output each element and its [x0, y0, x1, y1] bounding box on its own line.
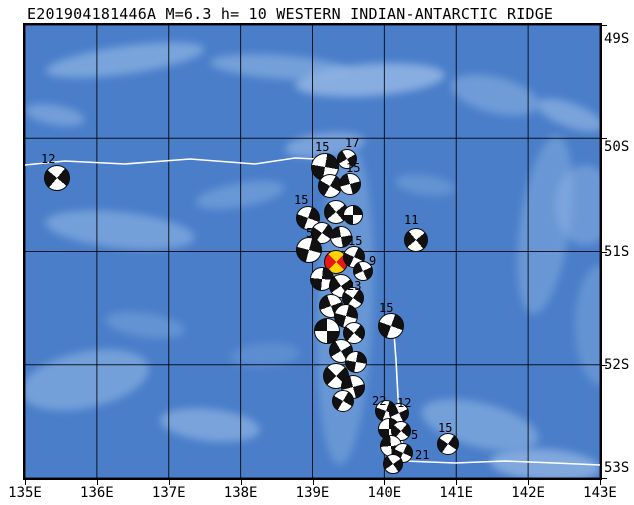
lon-tick-label: 138E	[223, 485, 258, 501]
lon-tick-mark	[384, 480, 386, 485]
focal-mechanism	[437, 433, 459, 455]
lat-tick-mark	[602, 478, 607, 479]
bathymetry-patch	[536, 98, 600, 132]
lat-tick-mark	[602, 25, 607, 26]
bathymetry-patch	[517, 135, 573, 315]
lat-tick-label: 52S	[604, 357, 630, 373]
depth-label: 12	[41, 152, 56, 166]
focal-mechanism	[296, 237, 322, 263]
focal-mechanism	[318, 174, 342, 198]
bathymetry-patch	[25, 349, 149, 411]
bathymetry-patch	[230, 342, 300, 368]
depth-label: 15	[379, 301, 394, 315]
lon-tick-label: 135E	[8, 485, 42, 501]
depth-label: 12	[397, 396, 412, 410]
lat-tick-label: 49S	[604, 31, 630, 47]
focal-mechanism	[343, 322, 365, 344]
lon-tick-mark	[96, 480, 98, 485]
depth-label: 15	[346, 161, 361, 175]
bathymetry-patch	[25, 103, 85, 127]
bathymetry-patch	[195, 180, 285, 210]
focal-mechanism	[353, 261, 373, 281]
bathymetry-patch	[490, 448, 600, 478]
bathymetry-patch	[105, 311, 185, 339]
lon-tick-mark	[25, 480, 26, 485]
bathymetry-patch	[45, 42, 205, 78]
bathymetry-patch	[295, 63, 445, 97]
lon-tick-label: 140E	[367, 485, 402, 501]
focal-mechanism	[378, 313, 404, 339]
plate-boundary-line	[25, 157, 318, 166]
depth-label: 5	[306, 226, 314, 240]
lat-tick-mark	[602, 138, 607, 140]
lat-tick-label: 51S	[604, 244, 630, 260]
map-canvas: 12 15 17 15 15 5 15 9 23 15 11 22 12 5 21 15	[23, 23, 602, 480]
focal-mechanism	[330, 226, 352, 248]
plate-boundary-line	[392, 320, 405, 462]
focal-mechanism	[337, 149, 357, 169]
lon-tick-mark	[240, 480, 242, 485]
lon-tick-label: 139E	[295, 485, 330, 501]
bathymetry-patch	[555, 165, 600, 245]
focal-mechanism	[339, 173, 361, 195]
plot-title: E201904181446A M=6.3 h= 10 WESTERN INDIA…	[27, 5, 554, 23]
lat-tick-mark	[602, 251, 607, 253]
lat-tick-label: 53S	[604, 460, 630, 476]
lon-tick-mark	[600, 480, 601, 485]
lon-tick-mark	[456, 480, 458, 485]
focal-mechanism	[332, 390, 354, 412]
depth-label: 17	[345, 136, 360, 150]
lon-tick-label: 142E	[511, 485, 545, 501]
lat-tick-mark	[602, 364, 607, 366]
focal-mechanism	[404, 228, 428, 252]
depth-label: 15	[294, 193, 309, 207]
depth-label: 21	[415, 448, 430, 462]
focal-mechanism	[44, 165, 70, 191]
depth-label: 15	[315, 140, 330, 154]
bathymetry-patch	[451, 74, 539, 116]
lon-tick-mark	[528, 480, 530, 485]
lon-tick-mark	[168, 480, 170, 485]
plate-boundary-line	[403, 460, 600, 466]
lat-tick-label: 50S	[604, 139, 630, 155]
bathymetry-patch	[575, 265, 600, 385]
bathymetry-patch	[395, 174, 455, 196]
depth-label: 11	[404, 213, 419, 227]
focal-mechanism	[345, 351, 367, 373]
lon-tick-label: 136E	[80, 485, 114, 501]
depth-label: 9	[369, 254, 377, 268]
bathymetry-patch	[160, 408, 260, 442]
depth-label: 22	[372, 394, 387, 408]
focal-mechanism	[343, 205, 363, 225]
lon-tick-label: 143E	[583, 485, 617, 501]
depth-label: 5	[411, 428, 419, 442]
depth-label: 15	[438, 421, 453, 435]
depth-label: 15	[348, 234, 363, 248]
lon-tick-label: 141E	[439, 485, 474, 501]
lon-tick-label: 137E	[151, 485, 186, 501]
depth-label: 23	[347, 279, 362, 293]
focal-mechanism	[296, 206, 320, 230]
lon-tick-mark	[312, 480, 314, 485]
focal-mechanism	[383, 454, 403, 474]
bathymetry-patch	[45, 210, 195, 250]
